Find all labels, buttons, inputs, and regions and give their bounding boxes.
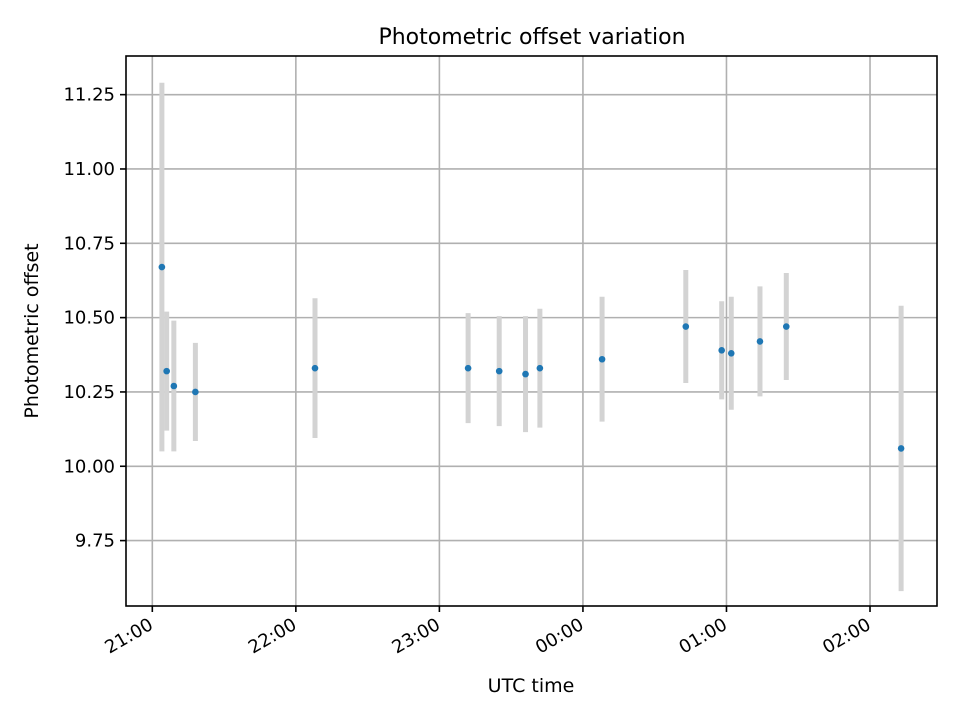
x-axis-label: UTC time: [488, 675, 575, 697]
y-tick-label: 10.00: [63, 456, 115, 477]
data-point: [464, 364, 472, 372]
x-tick-label: 21:00: [101, 614, 156, 658]
data-point: [727, 349, 735, 357]
data-point: [170, 382, 178, 390]
data-point: [782, 323, 790, 330]
y-axis: 9.75 10.00 10.25 10.50 10.75 11.00 11.25: [63, 85, 126, 552]
data-point: [163, 367, 170, 375]
x-tick-label: 02:00: [819, 614, 874, 658]
x-tick-label: 00:00: [532, 614, 587, 658]
plot-frame: [125, 55, 938, 607]
x-tick-label: 22:00: [245, 614, 300, 658]
y-tick-label: 11.00: [63, 159, 115, 180]
data-point: [158, 263, 166, 271]
data-point: [598, 355, 606, 363]
data-point: [522, 370, 529, 378]
data-point: [756, 338, 764, 345]
error-bars: [159, 82, 904, 592]
data-point: [311, 364, 319, 372]
y-tick-label: 9.75: [75, 531, 115, 552]
y-axis-label: Photometric offset: [21, 243, 43, 418]
y-tick-label: 10.50: [63, 308, 115, 329]
x-axis: 21:00 22:00 23:00 00:00 01:00 02:00: [101, 606, 875, 658]
data-point: [495, 367, 503, 375]
data-point: [682, 323, 690, 330]
grid: [126, 56, 937, 606]
data-point: [718, 347, 725, 354]
data-point: [897, 445, 905, 452]
x-tick-label: 01:00: [676, 614, 731, 658]
chart-title: Photometric offset variation: [378, 25, 685, 50]
x-tick-label: 23:00: [388, 614, 443, 658]
data-point: [536, 364, 544, 372]
y-tick-label: 10.75: [63, 233, 115, 254]
data-points: [158, 263, 905, 452]
y-tick-label: 11.25: [63, 85, 115, 106]
data-point: [192, 388, 199, 396]
y-tick-label: 10.25: [63, 382, 115, 403]
